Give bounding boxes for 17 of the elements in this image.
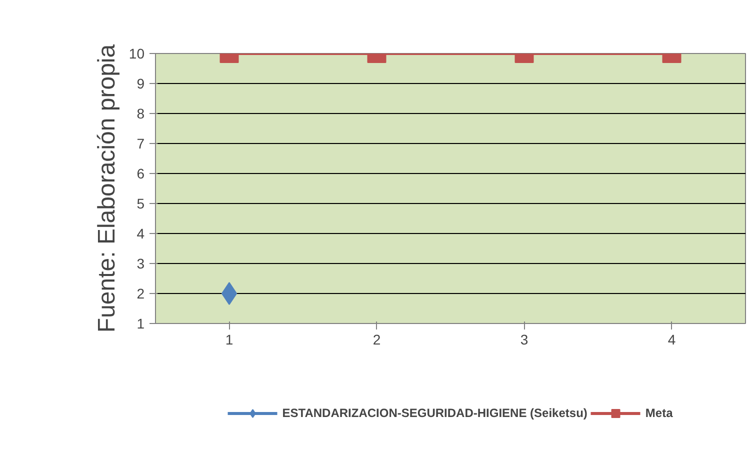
y-tick-label: 8 xyxy=(136,106,145,122)
y-tick-label: 4 xyxy=(136,226,145,242)
y-tick-label: 7 xyxy=(136,136,145,152)
y-tick-label: 1 xyxy=(136,316,145,332)
y-tick-label: 2 xyxy=(136,286,145,302)
source-note: Fuente: Elaboración propia xyxy=(94,44,120,333)
y-tick-label: 9 xyxy=(136,76,145,92)
y-tick-label: 3 xyxy=(136,256,145,272)
y-tick-label: 10 xyxy=(128,46,145,62)
x-tick-label: 2 xyxy=(372,332,381,348)
x-tick-label: 4 xyxy=(668,332,676,348)
legend-label: ESTANDARIZACION-SEGURIDAD-HIGIENE (Seiketsu) xyxy=(282,406,588,420)
legend-label: Meta xyxy=(645,406,673,420)
y-tick-label: 6 xyxy=(136,166,145,182)
x-tick-label: 1 xyxy=(225,332,234,348)
x-tick-label: 3 xyxy=(520,332,528,348)
y-tick-label: 5 xyxy=(136,196,145,212)
